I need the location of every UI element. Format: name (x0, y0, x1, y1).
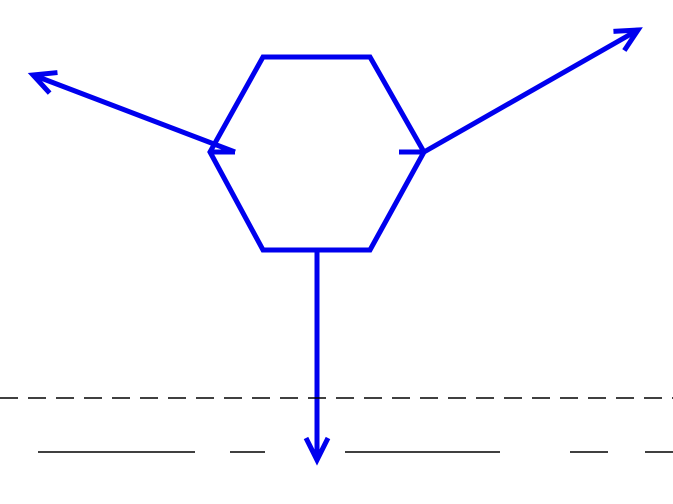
arrow-1 (33, 73, 235, 152)
arrow-2 (306, 250, 328, 460)
hexagon (210, 57, 424, 250)
arrow-0 (424, 30, 638, 152)
diagram-canvas (0, 0, 673, 504)
